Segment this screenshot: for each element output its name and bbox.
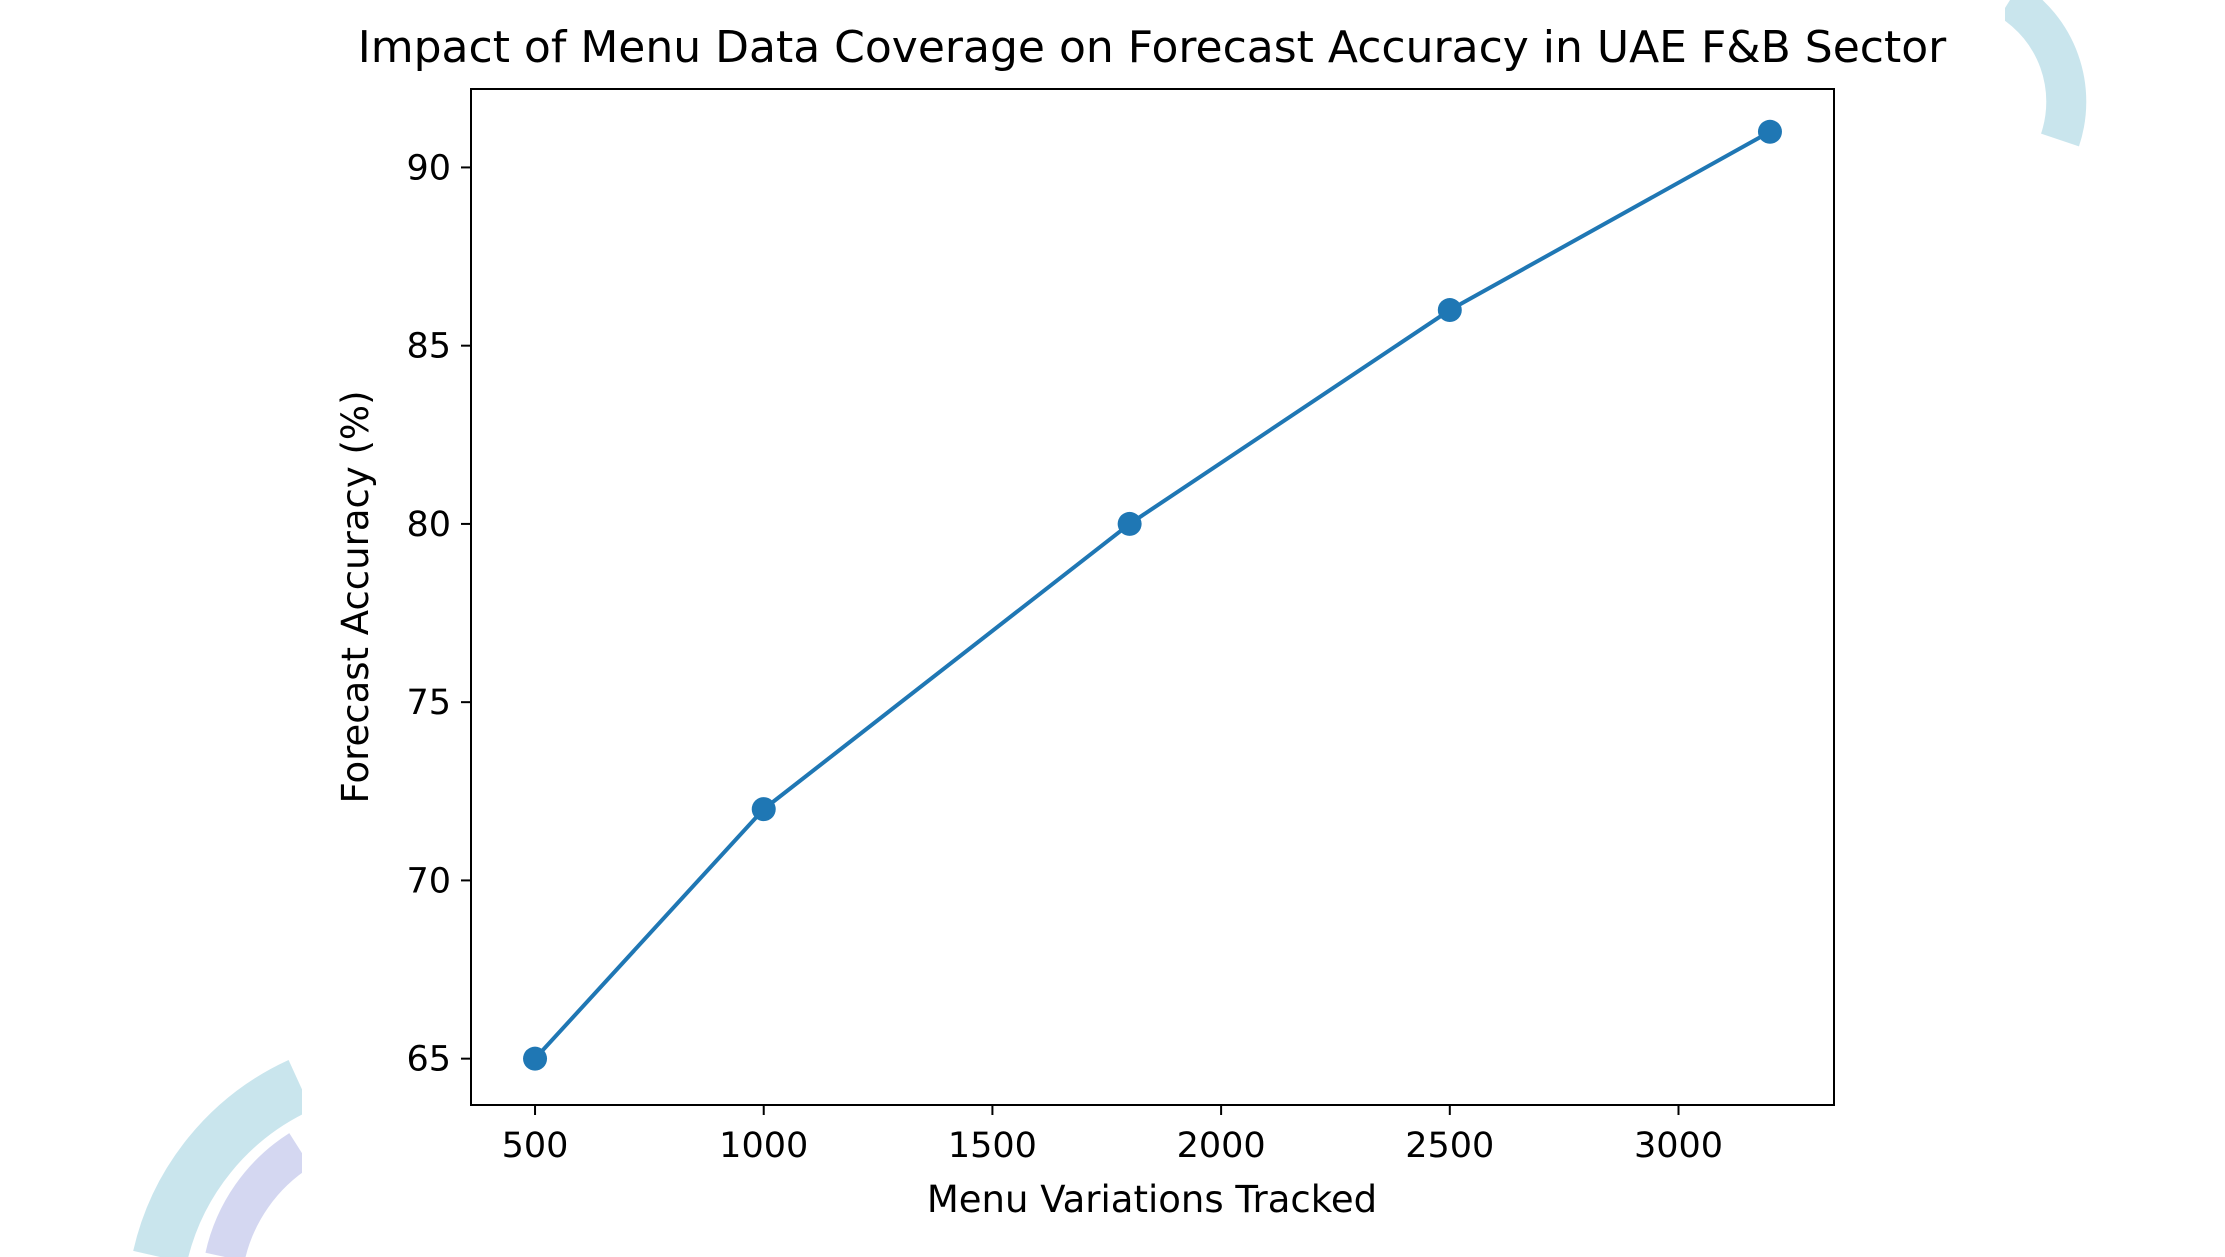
y-tick-label: 85 (406, 327, 451, 367)
data-point (1437, 298, 1462, 323)
y-tick-label: 80 (406, 505, 451, 545)
series-layer (523, 119, 1782, 1071)
data-point (751, 797, 776, 822)
y-tick-label: 75 (406, 683, 451, 723)
background-decoration (133, 0, 2087, 1257)
y-axis: 65 70 75 80 85 90 (406, 148, 471, 1080)
x-tick-label: 1000 (719, 1126, 808, 1166)
data-point (523, 1046, 548, 1071)
decor-arc-top-right (1998, 0, 2087, 147)
x-tick-label: 2500 (1405, 1126, 1494, 1166)
x-tick-label: 1500 (948, 1126, 1037, 1166)
x-tick-label: 500 (502, 1126, 569, 1166)
y-tick-label: 90 (406, 148, 451, 188)
decor-canvas (302, 0, 2005, 1257)
data-point (1117, 511, 1142, 536)
decor-arc-bottom-left-inner (205, 1133, 312, 1257)
y-tick-label: 70 (406, 861, 451, 901)
x-tick-label: 2000 (1177, 1126, 1266, 1166)
x-axis-label: Menu Variations Tracked (927, 1178, 1377, 1221)
y-axis-label: Forecast Accuracy (%) (334, 390, 377, 803)
data-point (1757, 119, 1782, 144)
chart-title: Impact of Menu Data Coverage on Forecast… (358, 22, 1947, 73)
plot-area (470, 88, 1835, 1106)
x-axis: 500 1000 1500 2000 2500 3000 (502, 1105, 1723, 1166)
x-tick-label: 3000 (1634, 1126, 1723, 1166)
decor-arc-bottom-left (133, 1059, 312, 1257)
y-tick-label: 65 (406, 1040, 451, 1080)
